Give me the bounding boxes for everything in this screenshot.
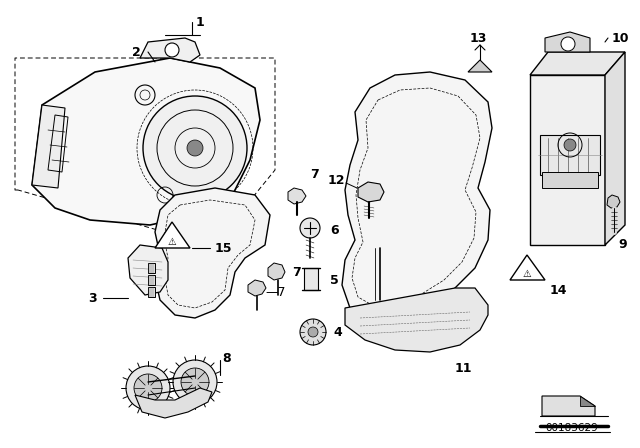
Polygon shape (358, 182, 384, 202)
Polygon shape (540, 135, 600, 175)
Polygon shape (148, 287, 155, 297)
Polygon shape (607, 195, 620, 208)
Polygon shape (148, 275, 155, 285)
Circle shape (165, 43, 179, 57)
Text: 1: 1 (196, 16, 205, 29)
Text: 13: 13 (469, 31, 486, 44)
Text: 8: 8 (222, 352, 230, 365)
Text: 9: 9 (618, 238, 627, 251)
Circle shape (187, 140, 203, 156)
Polygon shape (345, 288, 488, 352)
Text: 3: 3 (88, 292, 97, 305)
Text: 4: 4 (333, 326, 342, 339)
Bar (304, 268, 318, 290)
Polygon shape (542, 396, 595, 416)
Polygon shape (155, 222, 190, 248)
Polygon shape (248, 280, 266, 296)
Circle shape (308, 327, 318, 337)
Circle shape (173, 360, 217, 404)
Circle shape (300, 218, 320, 238)
Polygon shape (530, 52, 625, 75)
Circle shape (143, 96, 247, 200)
Text: 00183629: 00183629 (546, 423, 598, 433)
Polygon shape (542, 172, 598, 188)
Polygon shape (32, 58, 260, 225)
Polygon shape (140, 38, 200, 62)
Text: 11: 11 (455, 362, 472, 375)
Polygon shape (288, 188, 306, 204)
Polygon shape (342, 72, 492, 318)
Polygon shape (580, 396, 595, 406)
Polygon shape (155, 188, 270, 318)
Text: 12: 12 (328, 173, 345, 186)
Polygon shape (510, 255, 545, 280)
Circle shape (134, 374, 162, 402)
Polygon shape (605, 52, 625, 245)
Circle shape (300, 319, 326, 345)
Circle shape (181, 368, 209, 396)
Circle shape (126, 366, 170, 410)
Text: 7: 7 (310, 168, 319, 181)
Text: 7: 7 (292, 266, 301, 279)
Circle shape (561, 37, 575, 51)
Polygon shape (268, 263, 285, 280)
Text: 15: 15 (215, 241, 232, 254)
Text: 6: 6 (330, 224, 339, 237)
Polygon shape (545, 32, 590, 52)
Polygon shape (530, 75, 605, 245)
Text: ⚠: ⚠ (523, 269, 531, 279)
Polygon shape (128, 245, 168, 295)
Circle shape (564, 139, 576, 151)
Polygon shape (135, 388, 212, 418)
Polygon shape (32, 105, 65, 188)
Text: 14: 14 (550, 284, 568, 297)
Text: —7: —7 (265, 287, 285, 300)
Polygon shape (148, 263, 155, 273)
Text: 10: 10 (612, 31, 630, 44)
Text: ⚠: ⚠ (168, 237, 177, 247)
Text: 5: 5 (330, 273, 339, 287)
Polygon shape (468, 60, 492, 72)
Text: 2: 2 (132, 46, 141, 59)
